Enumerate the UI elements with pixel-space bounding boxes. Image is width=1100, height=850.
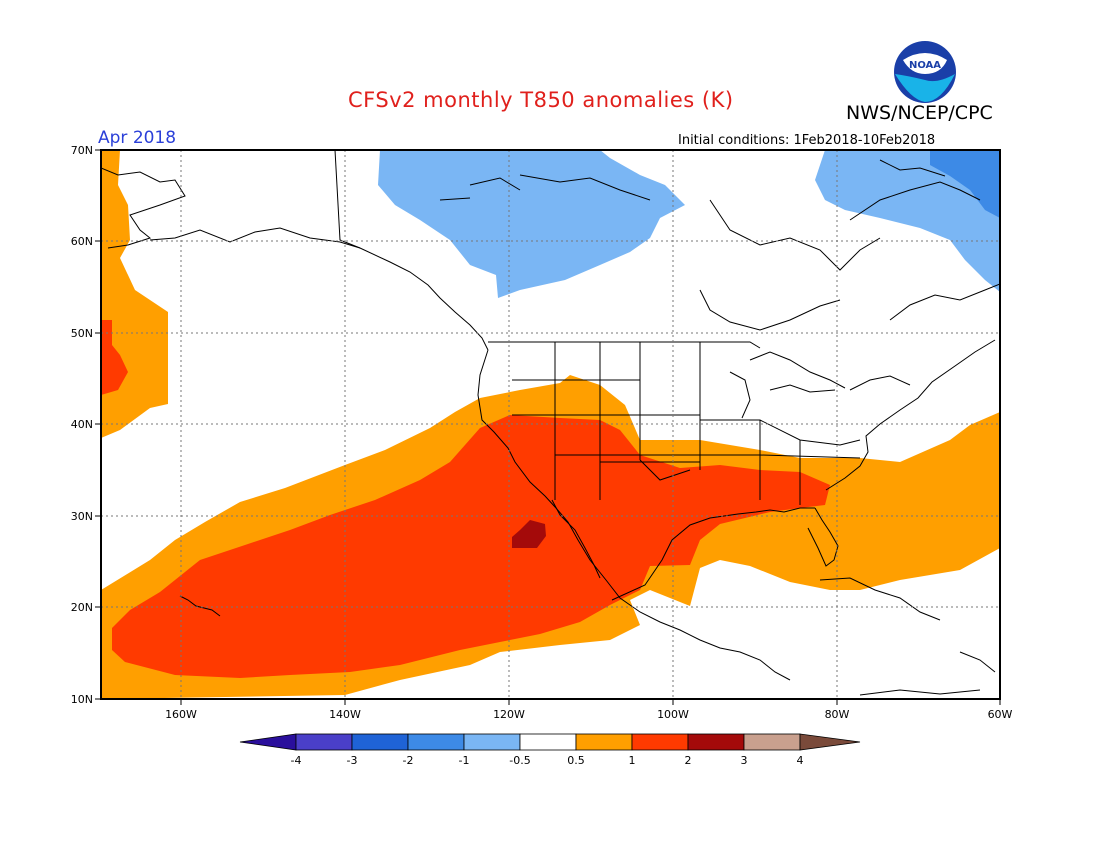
colorbar-tick-label: 2 — [685, 754, 692, 767]
colorbar-swatch — [575, 733, 633, 751]
lon-label: 100W — [657, 708, 689, 721]
lon-label: 80W — [825, 708, 850, 721]
noaa-logo: NOAA — [894, 41, 956, 103]
agency-credit: NWS/NCEP/CPC — [846, 102, 993, 124]
colorbar-tick-label: -3 — [347, 754, 358, 767]
axis-ticks — [95, 149, 1001, 705]
colorbar-tick-label: 1 — [629, 754, 636, 767]
anomaly-region-red-nw — [101, 320, 128, 395]
colorbar-tick-label: -2 — [403, 754, 414, 767]
initial-conditions: Initial conditions: 1Feb2018-10Feb2018 — [678, 133, 936, 148]
lat-label: 50N — [71, 327, 93, 340]
lat-label: 30N — [71, 510, 93, 523]
lon-label: 60W — [988, 708, 1013, 721]
noaa-logo-text: NOAA — [909, 60, 941, 71]
lat-label: 40N — [71, 418, 93, 431]
lon-label: 160W — [165, 708, 197, 721]
anomaly-region-red-main — [112, 415, 830, 678]
colorbar-tick-label: 4 — [797, 754, 804, 767]
colorbar-swatch — [743, 733, 801, 751]
colorbar-swatch — [463, 733, 521, 751]
colorbar-tick-label: -1 — [459, 754, 470, 767]
anomaly-region-lightblue-ne — [815, 150, 1000, 292]
anomaly-region-blue-ne — [930, 150, 1000, 218]
coastlines — [101, 150, 1000, 696]
lon-label: 140W — [329, 708, 361, 721]
lon-label: 120W — [493, 708, 525, 721]
colorbar-swatch — [407, 733, 465, 751]
colorbar-labels: -4 -3 -2 -1 -0.5 0.5 1 2 3 4 — [291, 754, 804, 767]
colorbar-swatch — [799, 733, 861, 751]
lat-labels: 70N 60N 50N 40N 30N 20N 10N — [71, 144, 93, 706]
forecast-month: Apr 2018 — [98, 128, 177, 148]
anomaly-field — [101, 150, 1000, 699]
colorbar-swatch — [351, 733, 409, 751]
colorbar-swatch — [687, 733, 745, 751]
lat-label: 70N — [71, 144, 93, 157]
colorbar — [239, 733, 861, 751]
colorbar-tick-label: -0.5 — [509, 754, 530, 767]
colorbar-swatch — [631, 733, 689, 751]
anomaly-region-darkred — [512, 520, 546, 548]
colorbar-tick-label: -4 — [291, 754, 302, 767]
colorbar-swatch — [295, 733, 353, 751]
colorbar-swatch — [519, 733, 577, 751]
colorbar-tick-label: 3 — [741, 754, 748, 767]
chart-title: CFSv2 monthly T850 anomalies (K) — [348, 88, 734, 112]
lon-labels: 160W 140W 120W 100W 80W 60W — [165, 708, 1012, 721]
lat-label: 10N — [71, 693, 93, 706]
lat-label: 60N — [71, 235, 93, 248]
colorbar-swatch — [239, 733, 297, 751]
graticule — [101, 150, 1000, 699]
anomaly-region-lightblue-north — [378, 150, 685, 298]
lat-label: 20N — [71, 601, 93, 614]
colorbar-tick-label: 0.5 — [567, 754, 585, 767]
